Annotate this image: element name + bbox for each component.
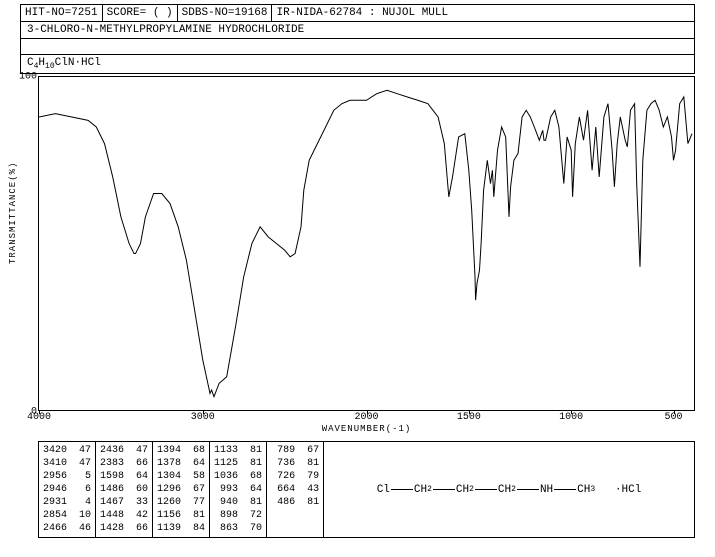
peak-row: 3410 47 [43, 457, 91, 470]
peak-row: 993 64 [214, 483, 262, 496]
spectrum-chart: WAVENUMBER(-1) 0100400030002000150010005… [38, 76, 695, 411]
y-axis-label: TRANSMITTANCE(%) [8, 162, 18, 264]
peak-row: 2436 47 [100, 444, 148, 457]
peak-row: 726 79 [271, 470, 319, 483]
peak-row: 736 81 [271, 457, 319, 470]
peak-column: 2436 472383 661598 641486 601467 331448 … [96, 442, 153, 537]
structure-formula: ClCH2CH2CH2NHCH3 ·HCl [324, 442, 694, 537]
peak-row: 1260 77 [157, 496, 205, 509]
peak-row: 1296 67 [157, 483, 205, 496]
score: SCORE= ( ) [103, 5, 178, 21]
peak-row: 2946 6 [43, 483, 91, 496]
peak-row: 2931 4 [43, 496, 91, 509]
peak-row: 1467 33 [100, 496, 148, 509]
peak-row: 1304 58 [157, 470, 205, 483]
peak-row: 789 67 [271, 444, 319, 457]
peak-row: 1394 68 [157, 444, 205, 457]
peak-row: 2466 46 [43, 522, 91, 535]
peak-row: 2956 5 [43, 470, 91, 483]
peak-row: 1156 81 [157, 509, 205, 522]
peak-row: 1428 66 [100, 522, 148, 535]
spacer-row [20, 39, 695, 55]
peak-column: 789 67 736 81 726 79 664 43 486 81 [267, 442, 324, 537]
peak-row: 940 81 [214, 496, 262, 509]
header-row: HIT-NO=7251 SCORE= ( ) SDBS-NO=19168 IR-… [20, 4, 695, 22]
peak-column: 1133 811125 811036 68 993 64 940 81 898 … [210, 442, 267, 537]
sdbs-no: SDBS-NO=19168 [178, 5, 273, 21]
peak-row: 1378 64 [157, 457, 205, 470]
peak-row: 898 72 [214, 509, 262, 522]
compound-name: 3-CHLORO-N-METHYLPROPYLAMINE HYDROCHLORI… [20, 22, 695, 39]
peak-row: 1448 42 [100, 509, 148, 522]
peak-row: 863 70 [214, 522, 262, 535]
spectrum-line [39, 77, 694, 410]
ir-info: IR-NIDA-62784 : NUJOL MULL [272, 5, 694, 21]
peak-row: 1125 81 [214, 457, 262, 470]
peak-row: 2383 66 [100, 457, 148, 470]
peak-column: 3420 473410 472956 52946 62931 42854 102… [39, 442, 96, 537]
peak-row: 2854 10 [43, 509, 91, 522]
hit-no: HIT-NO=7251 [21, 5, 103, 21]
y-tick: 100 [19, 72, 39, 83]
peak-row: 1486 60 [100, 483, 148, 496]
peak-row: 664 43 [271, 483, 319, 496]
formula: C4H10ClN·HCl [20, 55, 695, 74]
peak-row: 3420 47 [43, 444, 91, 457]
peaks-table: 3420 473410 472956 52946 62931 42854 102… [38, 441, 695, 538]
peak-column: 1394 681378 641304 581296 671260 771156 … [153, 442, 210, 537]
peak-row: 1598 64 [100, 470, 148, 483]
peak-row: 1139 84 [157, 522, 205, 535]
peak-row: 486 81 [271, 496, 319, 509]
peak-row: 1133 81 [214, 444, 262, 457]
peak-row: 1036 68 [214, 470, 262, 483]
